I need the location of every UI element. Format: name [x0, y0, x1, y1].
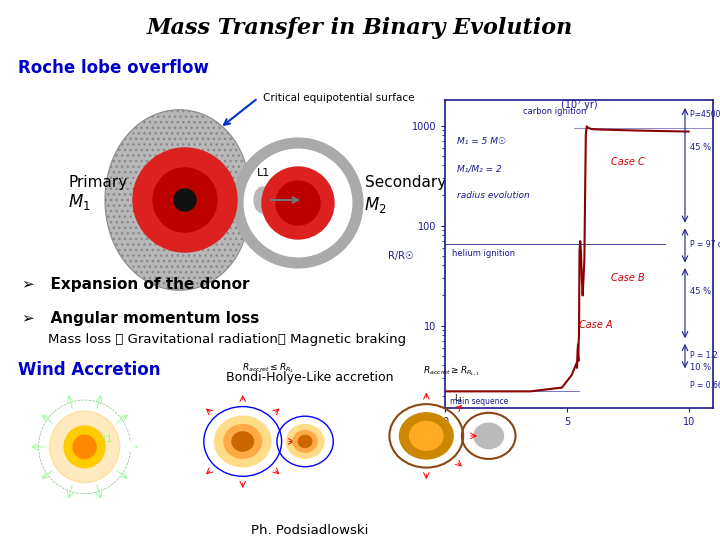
Circle shape	[224, 424, 261, 458]
Text: Bondi-Holye-Like accretion: Bondi-Holye-Like accretion	[226, 372, 394, 384]
Text: $R_{accret} \geq R_{R_{L,1}}$: $R_{accret} \geq R_{R_{L,1}}$	[423, 365, 480, 378]
Text: helium ignition: helium ignition	[452, 249, 516, 258]
Text: (10⁷ yr): (10⁷ yr)	[561, 100, 598, 110]
Circle shape	[238, 143, 358, 263]
Text: AGB star: AGB star	[50, 389, 87, 398]
Text: ➢   Expansion of the donor: ➢ Expansion of the donor	[22, 278, 250, 293]
Circle shape	[293, 430, 318, 453]
Circle shape	[64, 426, 105, 468]
Text: L₁: L₁	[454, 394, 462, 403]
Text: $M_2$: $M_2$	[364, 195, 387, 215]
Text: 45 %: 45 %	[690, 143, 711, 152]
Text: 45 %: 45 %	[690, 287, 711, 296]
Text: main sequence: main sequence	[450, 396, 508, 406]
Circle shape	[232, 432, 253, 451]
Circle shape	[215, 416, 271, 467]
Text: L1: L1	[102, 435, 112, 444]
Circle shape	[153, 168, 217, 232]
Circle shape	[410, 421, 443, 450]
Text: ➢   Angular momentum loss: ➢ Angular momentum loss	[22, 310, 259, 326]
Text: Roche lobe overflow: Roche lobe overflow	[18, 59, 209, 77]
Text: P = 0.66 d: P = 0.66 d	[690, 381, 720, 390]
Text: P = 97 d: P = 97 d	[690, 240, 720, 249]
Text: Case B: Case B	[611, 273, 644, 283]
Circle shape	[126, 442, 135, 451]
Circle shape	[474, 423, 503, 449]
Text: Primary: Primary	[68, 176, 127, 191]
Circle shape	[73, 435, 96, 458]
Text: Case C: Case C	[611, 157, 644, 167]
Circle shape	[298, 435, 312, 448]
Text: Wind RLOF: Wind RLOF	[564, 370, 657, 386]
Text: Wind Accretion: Wind Accretion	[18, 361, 161, 379]
Text: WD
or NS: WD or NS	[121, 423, 140, 436]
Text: Mass loss 、 Gravitational radiation、 Magnetic braking: Mass loss 、 Gravitational radiation、 Mag…	[48, 334, 406, 347]
Text: P=4500 d: P=4500 d	[690, 110, 720, 119]
Circle shape	[276, 181, 320, 225]
Text: Dust formation:
wind acceleration zone: Dust formation: wind acceleration zone	[44, 509, 125, 522]
Text: M₁ = 5 M☉: M₁ = 5 M☉	[457, 137, 506, 146]
Text: Secondary: Secondary	[365, 176, 446, 191]
Text: $R_{accret} \leq R_{R_1}$: $R_{accret} \leq R_{R_1}$	[242, 362, 294, 375]
Text: P = 1.2 d: P = 1.2 d	[690, 351, 720, 360]
Text: R/R☉: R/R☉	[388, 251, 414, 261]
Text: Case A: Case A	[580, 320, 613, 330]
Text: $M_1$: $M_1$	[68, 192, 91, 212]
Circle shape	[50, 411, 120, 483]
Text: radius evolution: radius evolution	[457, 191, 530, 200]
Text: carbon ignition: carbon ignition	[523, 107, 586, 116]
Circle shape	[262, 167, 334, 239]
Circle shape	[400, 413, 453, 459]
Text: Ph. Podsiadlowski: Ph. Podsiadlowski	[251, 523, 369, 537]
Text: L1: L1	[256, 168, 269, 178]
Polygon shape	[105, 110, 251, 290]
Ellipse shape	[254, 187, 272, 213]
Text: Critical equipotential surface: Critical equipotential surface	[263, 93, 415, 103]
Circle shape	[133, 148, 237, 252]
Text: M₁/M₂ = 2: M₁/M₂ = 2	[457, 164, 502, 173]
Circle shape	[174, 189, 196, 211]
Text: Mass Transfer in Binary Evolution: Mass Transfer in Binary Evolution	[147, 17, 573, 39]
Text: 10 %: 10 %	[690, 363, 711, 372]
Circle shape	[287, 424, 324, 458]
